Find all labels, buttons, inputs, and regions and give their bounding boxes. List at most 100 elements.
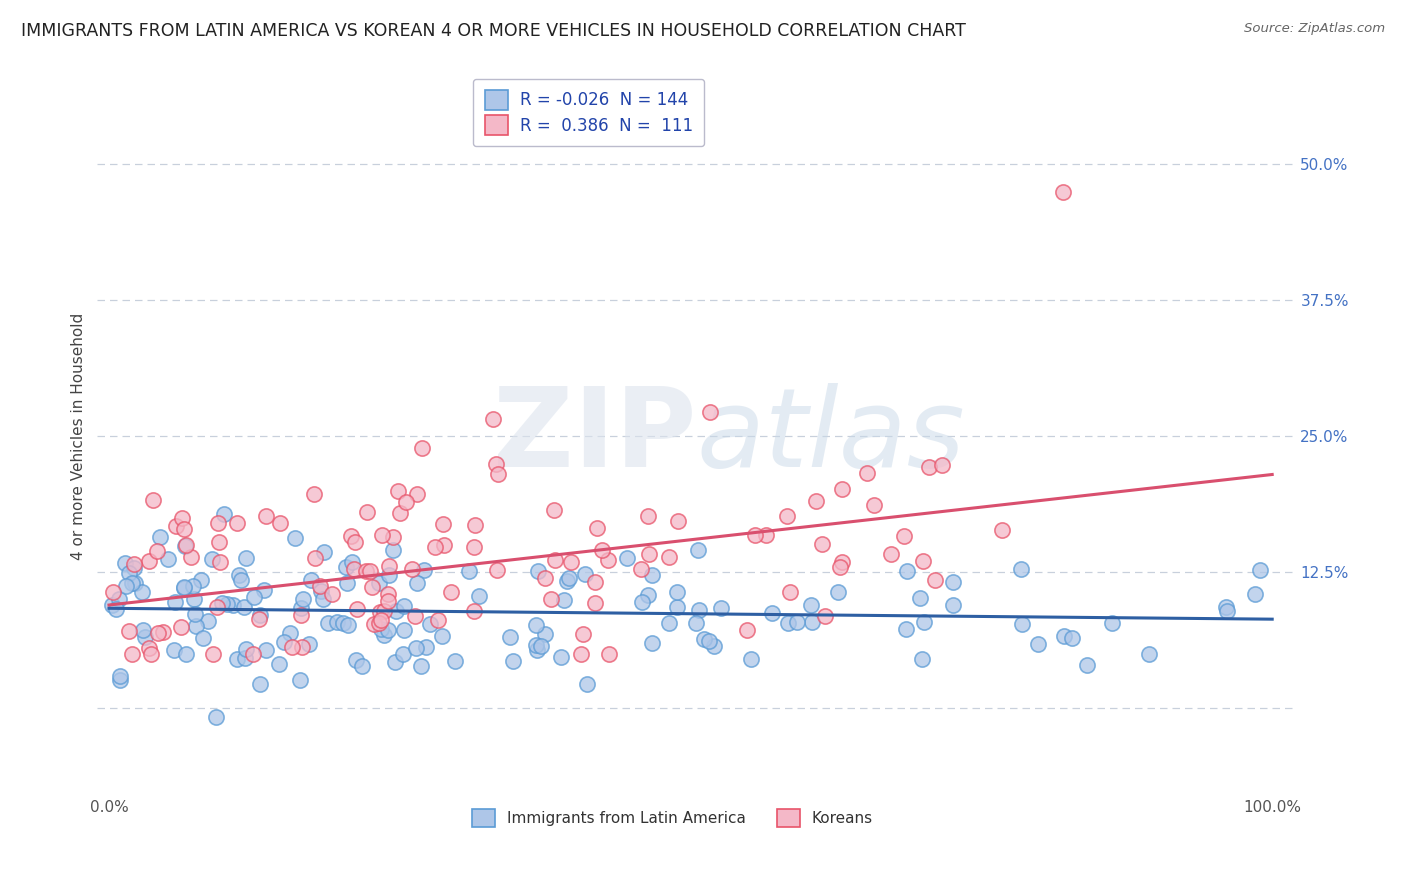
Point [197,614,219,628]
Point [693,632,716,647]
Point [811,537,834,551]
Point [384,656,406,670]
Point [233,651,256,665]
Point [269,657,291,671]
Point [710,601,733,615]
Point [666,514,689,528]
Point [401,562,423,576]
Point [110,673,132,687]
Point [699,405,721,419]
Point [1137,647,1160,661]
Point [131,584,153,599]
Point [343,535,366,549]
Point [291,592,314,607]
Point [163,642,186,657]
Point [291,640,314,655]
Point [427,613,450,627]
Point [405,487,427,501]
Point [165,518,187,533]
Point [350,658,373,673]
Point [233,599,256,614]
Point [377,594,399,608]
Point [391,647,413,661]
Point [368,605,391,619]
Point [893,529,915,543]
Point [638,547,661,561]
Point [180,549,202,564]
Point [114,557,136,571]
Point [215,597,238,611]
Point [228,568,250,582]
Point [1244,587,1267,601]
Text: atlas: atlas [696,383,965,490]
Point [370,623,392,637]
Point [631,595,654,609]
Point [209,555,232,569]
Point [242,647,264,661]
Point [273,634,295,648]
Point [132,623,155,637]
Point [110,669,132,683]
Point [544,552,567,566]
Point [405,641,427,656]
Point [373,627,395,641]
Point [658,615,681,630]
Point [526,565,548,579]
Point [173,581,195,595]
Point [1011,616,1033,631]
Point [423,540,446,554]
Point [336,617,359,632]
Point [174,539,197,553]
Point [569,647,592,661]
Point [1052,185,1074,199]
Point [356,505,378,519]
Point [254,642,277,657]
Point [485,458,508,472]
Point [381,543,404,558]
Legend: Immigrants from Latin America, Koreans: Immigrants from Latin America, Koreans [464,802,880,834]
Point [205,710,228,724]
Point [118,566,141,580]
Point [444,654,467,668]
Point [114,579,136,593]
Point [281,640,304,654]
Point [637,588,659,602]
Point [212,507,235,521]
Point [222,598,245,612]
Point [181,579,204,593]
Point [910,651,932,665]
Point [103,585,125,599]
Point [409,658,432,673]
Point [304,551,326,566]
Point [827,585,849,599]
Point [311,591,333,606]
Point [697,634,720,648]
Point [432,516,454,531]
Point [201,552,224,566]
Point [598,647,620,661]
Point [468,589,491,603]
Point [583,596,606,610]
Point [894,622,917,636]
Point [1011,562,1033,576]
Point [367,615,389,630]
Point [316,616,339,631]
Point [688,603,710,617]
Point [142,493,165,508]
Point [942,574,965,589]
Point [665,600,688,615]
Point [786,615,808,629]
Point [800,598,823,612]
Point [406,575,429,590]
Point [170,620,193,634]
Point [342,555,364,569]
Point [392,623,415,637]
Point [173,522,195,536]
Point [560,555,582,569]
Point [641,568,664,582]
Point [339,529,361,543]
Point [253,582,276,597]
Point [665,585,688,599]
Point [378,568,401,582]
Point [1101,615,1123,630]
